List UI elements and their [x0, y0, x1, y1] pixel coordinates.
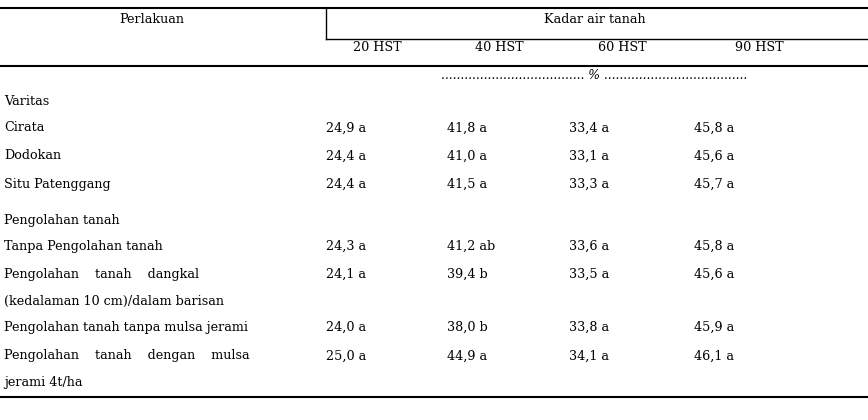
Text: 34,1 a: 34,1 a	[569, 349, 608, 362]
Text: 39,4 b: 39,4 b	[447, 268, 488, 281]
Text: Pengolahan    tanah    dangkal: Pengolahan tanah dangkal	[4, 268, 200, 281]
Text: 41,2 ab: 41,2 ab	[447, 240, 496, 253]
Text: 45,6 a: 45,6 a	[694, 268, 734, 281]
Text: 41,8 a: 41,8 a	[447, 121, 487, 134]
Text: Pengolahan tanah: Pengolahan tanah	[4, 214, 120, 227]
Text: 41,0 a: 41,0 a	[447, 150, 487, 163]
Text: 20 HST: 20 HST	[353, 41, 402, 54]
Text: 33,4 a: 33,4 a	[569, 121, 608, 134]
Text: 24,1 a: 24,1 a	[326, 268, 365, 281]
Text: 33,6 a: 33,6 a	[569, 240, 608, 253]
Text: Tanpa Pengolahan tanah: Tanpa Pengolahan tanah	[4, 240, 163, 253]
Text: 40 HST: 40 HST	[475, 41, 523, 54]
Text: 41,5 a: 41,5 a	[447, 178, 487, 191]
Text: 24,3 a: 24,3 a	[326, 240, 365, 253]
Text: 25,0 a: 25,0 a	[326, 349, 365, 362]
Text: 33,5 a: 33,5 a	[569, 268, 608, 281]
Text: jerami 4t/ha: jerami 4t/ha	[4, 376, 82, 389]
Text: 45,8 a: 45,8 a	[694, 240, 734, 253]
Text: 24,4 a: 24,4 a	[326, 178, 365, 191]
Text: 24,4 a: 24,4 a	[326, 150, 365, 163]
Text: 38,0 b: 38,0 b	[447, 321, 488, 334]
Text: 45,8 a: 45,8 a	[694, 121, 734, 134]
Text: 46,1 a: 46,1 a	[694, 349, 734, 362]
Text: Cirata: Cirata	[4, 121, 45, 134]
Text: 45,6 a: 45,6 a	[694, 150, 734, 163]
Text: 24,0 a: 24,0 a	[326, 321, 365, 334]
Text: Situ Patenggang: Situ Patenggang	[4, 178, 111, 191]
Text: Kadar air tanah: Kadar air tanah	[543, 13, 646, 26]
Text: (kedalaman 10 cm)/dalam barisan: (kedalaman 10 cm)/dalam barisan	[4, 295, 224, 308]
Text: 45,7 a: 45,7 a	[694, 178, 734, 191]
Text: 33,1 a: 33,1 a	[569, 150, 608, 163]
Text: Pengolahan tanah tanpa mulsa jerami: Pengolahan tanah tanpa mulsa jerami	[4, 321, 248, 334]
Text: Pengolahan    tanah    dengan    mulsa: Pengolahan tanah dengan mulsa	[4, 349, 250, 362]
Text: ..................................... % .....................................: ..................................... % …	[442, 69, 747, 82]
Text: 33,8 a: 33,8 a	[569, 321, 608, 334]
Text: 33,3 a: 33,3 a	[569, 178, 608, 191]
Text: 45,9 a: 45,9 a	[694, 321, 734, 334]
Text: Varitas: Varitas	[4, 95, 49, 108]
Text: Perlakuan: Perlakuan	[120, 13, 184, 26]
Text: 24,9 a: 24,9 a	[326, 121, 365, 134]
Text: 90 HST: 90 HST	[735, 41, 784, 54]
Text: 60 HST: 60 HST	[598, 41, 648, 54]
Text: Dodokan: Dodokan	[4, 150, 62, 163]
Text: 44,9 a: 44,9 a	[447, 349, 487, 362]
